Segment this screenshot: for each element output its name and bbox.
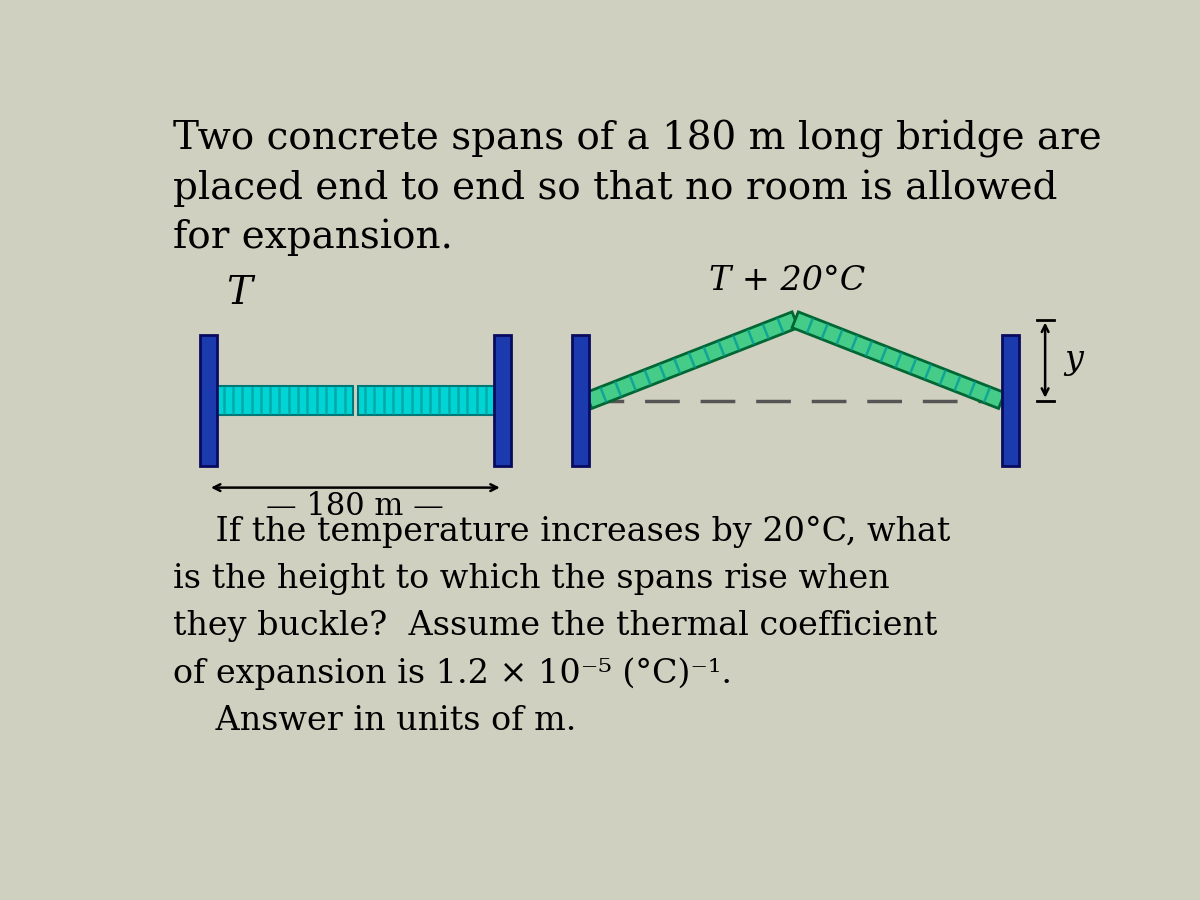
Text: If the temperature increases by 20°C, what
is the height to which the spans rise: If the temperature increases by 20°C, wh… xyxy=(173,516,950,737)
Bar xyxy=(571,335,589,466)
Text: T: T xyxy=(226,275,252,312)
Text: T + 20°C: T + 20°C xyxy=(709,265,865,297)
Bar xyxy=(1002,335,1019,466)
Bar xyxy=(199,335,217,466)
Bar xyxy=(494,335,511,466)
Polygon shape xyxy=(792,312,1004,409)
Text: Two concrete spans of a 180 m long bridge are
placed end to end so that no room : Two concrete spans of a 180 m long bridg… xyxy=(173,120,1102,256)
Polygon shape xyxy=(586,312,798,409)
Text: — 180 m —: — 180 m — xyxy=(266,491,444,523)
Bar xyxy=(358,386,494,415)
Bar xyxy=(217,386,353,415)
Text: y: y xyxy=(1064,344,1084,376)
